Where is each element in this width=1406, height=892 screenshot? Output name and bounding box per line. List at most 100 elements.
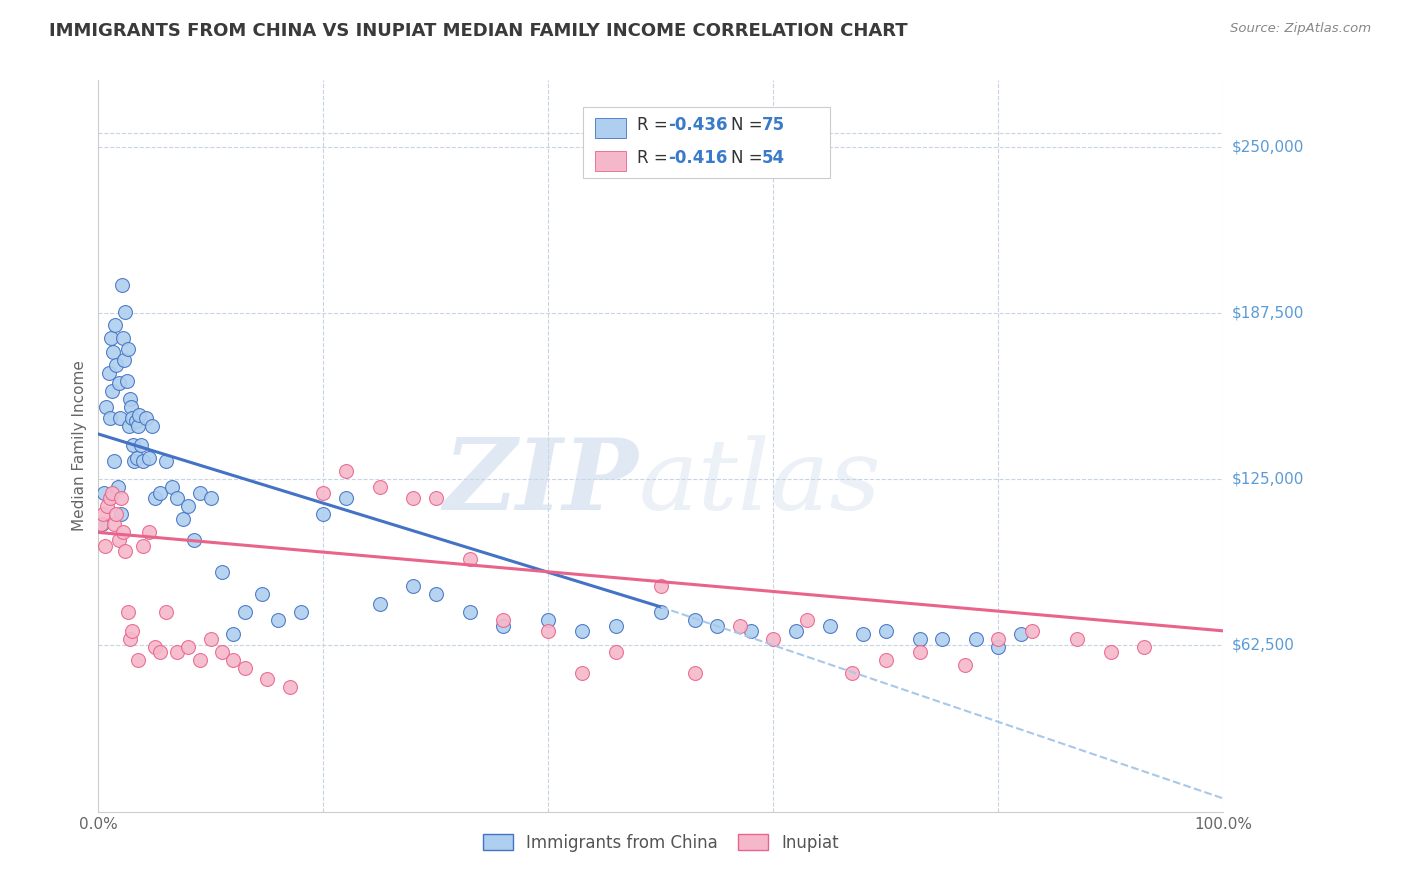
Point — [118, 632, 141, 646]
Point — [683, 613, 706, 627]
Point — [425, 586, 447, 600]
Point — [183, 533, 205, 548]
Point — [97, 366, 120, 380]
Point — [117, 342, 139, 356]
Point — [166, 645, 188, 659]
Text: N =: N = — [731, 149, 768, 167]
Point — [312, 507, 335, 521]
Point — [571, 624, 593, 638]
Point — [537, 613, 560, 627]
Text: $187,500: $187,500 — [1232, 306, 1303, 320]
Point — [200, 491, 222, 505]
Point — [112, 331, 135, 345]
Point — [953, 658, 976, 673]
Point — [96, 401, 118, 415]
Point — [121, 411, 143, 425]
Point — [90, 517, 112, 532]
Point — [1010, 626, 1032, 640]
Point — [706, 618, 728, 632]
Point — [650, 605, 672, 619]
Text: 54: 54 — [762, 149, 785, 167]
Point — [250, 586, 273, 600]
Point — [785, 624, 807, 638]
Point — [177, 640, 200, 654]
Point — [120, 401, 142, 415]
Point — [103, 517, 125, 532]
Point — [492, 618, 515, 632]
Point — [132, 453, 155, 467]
Text: R =: R = — [637, 149, 673, 167]
Point — [818, 618, 841, 632]
Point — [91, 507, 114, 521]
Point — [605, 618, 627, 632]
Point — [111, 278, 134, 293]
Point — [458, 552, 481, 566]
Text: R =: R = — [637, 116, 673, 134]
Point — [100, 331, 122, 345]
Point — [124, 414, 146, 428]
Point — [103, 453, 125, 467]
Point — [107, 376, 129, 391]
Point — [908, 632, 931, 646]
Point — [155, 605, 177, 619]
Point — [117, 605, 139, 619]
Point — [402, 579, 425, 593]
Point — [127, 653, 149, 667]
Point — [96, 499, 118, 513]
Point — [138, 525, 160, 540]
Point — [1099, 645, 1122, 659]
Point — [122, 438, 145, 452]
Point — [492, 613, 515, 627]
Point — [112, 352, 135, 367]
Point — [118, 419, 141, 434]
Point — [177, 499, 200, 513]
Point — [94, 539, 117, 553]
Point — [138, 450, 160, 465]
Text: atlas: atlas — [638, 435, 882, 530]
Point — [1066, 632, 1088, 646]
Point — [98, 491, 121, 505]
Text: -0.416: -0.416 — [668, 149, 727, 167]
Text: ZIP: ZIP — [443, 434, 638, 531]
Point — [143, 640, 166, 654]
Point — [256, 672, 278, 686]
Point — [1133, 640, 1156, 654]
Point — [124, 453, 146, 467]
Point — [605, 645, 627, 659]
Point — [425, 491, 447, 505]
Point — [335, 491, 357, 505]
Point — [101, 485, 124, 500]
Point — [762, 632, 785, 646]
Point — [112, 525, 135, 540]
Text: $62,500: $62,500 — [1232, 638, 1295, 653]
Point — [143, 491, 166, 505]
Point — [458, 605, 481, 619]
Point — [121, 624, 143, 638]
Point — [155, 453, 177, 467]
Point — [132, 539, 155, 553]
Point — [650, 579, 672, 593]
Point — [98, 411, 121, 425]
Point — [110, 507, 132, 521]
Point — [135, 411, 157, 425]
Point — [875, 624, 897, 638]
Point — [115, 374, 138, 388]
Point — [127, 419, 149, 434]
Text: 75: 75 — [762, 116, 785, 134]
Point — [107, 480, 129, 494]
Point — [105, 507, 128, 521]
Text: N =: N = — [731, 116, 768, 134]
Point — [104, 318, 127, 332]
Point — [728, 618, 751, 632]
Point — [149, 645, 172, 659]
Point — [90, 517, 112, 532]
Point — [537, 624, 560, 638]
Point — [987, 640, 1010, 654]
Point — [335, 464, 357, 478]
Point — [108, 411, 131, 425]
Point — [222, 626, 245, 640]
Point — [1021, 624, 1043, 638]
Point — [402, 491, 425, 505]
Point — [105, 358, 128, 372]
Text: -0.436: -0.436 — [668, 116, 727, 134]
